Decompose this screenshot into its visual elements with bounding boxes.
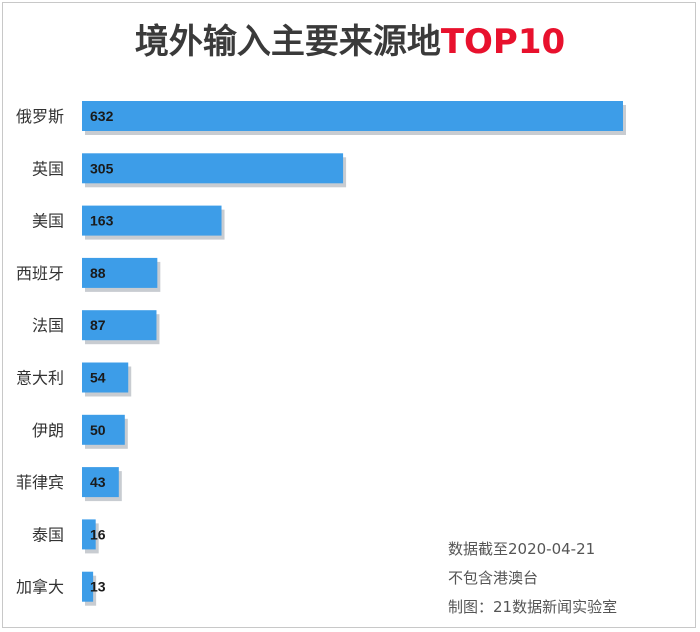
value-label: 632 bbox=[90, 108, 114, 124]
bar-意大利 bbox=[82, 362, 129, 393]
value-label: 88 bbox=[90, 265, 106, 281]
bar-菲律宾 bbox=[82, 467, 119, 498]
bar-西班牙 bbox=[82, 257, 158, 288]
bar-法国 bbox=[82, 310, 157, 341]
title-highlight: TOP10 bbox=[440, 22, 566, 62]
value-label: 43 bbox=[90, 474, 106, 490]
value-label: 163 bbox=[90, 213, 114, 229]
category-label: 意大利 bbox=[16, 369, 64, 388]
bar-加拿大 bbox=[82, 571, 94, 602]
value-label: 87 bbox=[90, 317, 106, 333]
category-label: 泰国 bbox=[32, 525, 64, 544]
title-main: 境外输入主要来源地 bbox=[134, 22, 441, 62]
bar-英国 bbox=[82, 153, 344, 184]
category-label: 俄罗斯 bbox=[16, 107, 64, 126]
note-credit: 制图：21数据新闻实验室 bbox=[448, 598, 618, 616]
note-scope: 不包含港澳台 bbox=[448, 569, 539, 587]
value-label: 305 bbox=[90, 160, 114, 176]
bar-美国 bbox=[82, 205, 222, 236]
category-label: 美国 bbox=[32, 212, 64, 231]
category-label: 法国 bbox=[32, 316, 64, 335]
value-label: 54 bbox=[90, 370, 106, 386]
bar-俄罗斯 bbox=[82, 101, 623, 131]
chart-title: 境外输入主要来源地TOP10 bbox=[0, 14, 700, 63]
category-label: 菲律宾 bbox=[16, 473, 64, 492]
category-label: 伊朗 bbox=[32, 421, 64, 440]
bar-泰国 bbox=[82, 519, 96, 550]
note-date: 数据截至2020-04-21 bbox=[448, 540, 596, 558]
category-label: 英国 bbox=[32, 159, 64, 178]
bar-伊朗 bbox=[82, 414, 125, 445]
category-label: 西班牙 bbox=[16, 264, 64, 283]
value-label: 50 bbox=[90, 422, 106, 438]
value-label: 16 bbox=[90, 526, 106, 542]
category-label: 加拿大 bbox=[16, 578, 64, 597]
value-label: 13 bbox=[90, 579, 106, 595]
